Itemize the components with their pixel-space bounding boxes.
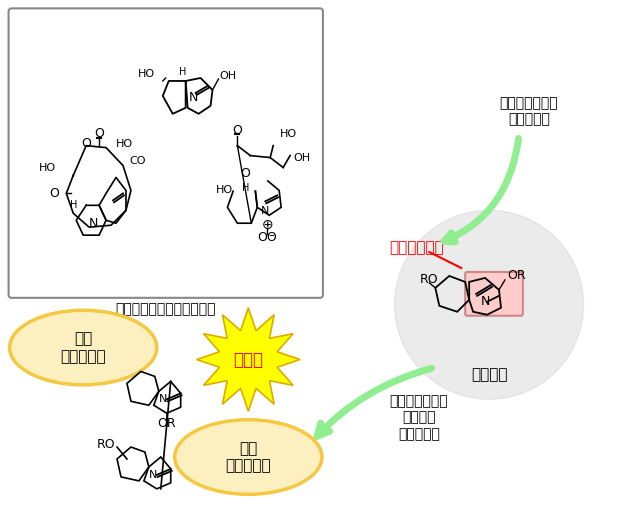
Text: H: H [69,200,77,210]
Text: N: N [189,91,198,105]
Text: N: N [149,470,157,480]
Text: CO: CO [129,156,146,166]
Text: RO: RO [96,438,115,451]
Text: OH: OH [219,71,237,81]
Text: HO: HO [116,139,133,149]
Text: O: O [94,127,104,140]
FancyBboxPatch shape [9,8,323,298]
FancyArrowPatch shape [444,139,518,242]
Text: HO: HO [216,185,233,195]
FancyArrowPatch shape [317,368,432,436]
Text: OH: OH [293,152,310,162]
Text: 肝臓の代謝酵素
による酸化: 肝臓の代謝酵素 による酸化 [500,96,558,126]
Text: ピロリジジンアルカロイド: ピロリジジンアルカロイド [115,302,216,316]
Text: 核酸
タンパク質: 核酸 タンパク質 [60,331,106,364]
Text: HO: HO [280,129,297,139]
Text: 核酸
タンパク質: 核酸 タンパク質 [226,441,271,473]
Text: N: N [261,206,270,216]
Circle shape [394,210,583,399]
Text: 活性本体: 活性本体 [471,367,507,382]
Text: HO: HO [138,69,155,79]
Text: OR: OR [507,269,526,282]
Text: HO: HO [39,162,56,173]
Ellipse shape [9,310,157,385]
Text: 肝毒性: 肝毒性 [233,350,264,369]
Text: N: N [480,295,490,309]
Text: OΘ: OΘ [257,230,277,244]
Text: RO: RO [419,273,438,286]
Text: O: O [50,187,60,200]
Text: N: N [159,395,167,404]
Text: O: O [232,124,242,137]
Text: OR: OR [157,417,176,430]
Text: H: H [242,183,249,193]
Ellipse shape [175,419,322,494]
Polygon shape [197,308,300,411]
Text: ⊕: ⊕ [262,218,273,232]
Text: O: O [241,167,250,180]
Text: H: H [179,67,187,77]
Text: 肝細胞を中心に
無差別に
アルキル化: 肝細胞を中心に 無差別に アルキル化 [389,395,448,441]
Text: O: O [81,137,91,150]
Text: N: N [89,217,98,230]
FancyBboxPatch shape [465,272,523,316]
Text: ピロール構造: ピロール構造 [389,241,445,255]
